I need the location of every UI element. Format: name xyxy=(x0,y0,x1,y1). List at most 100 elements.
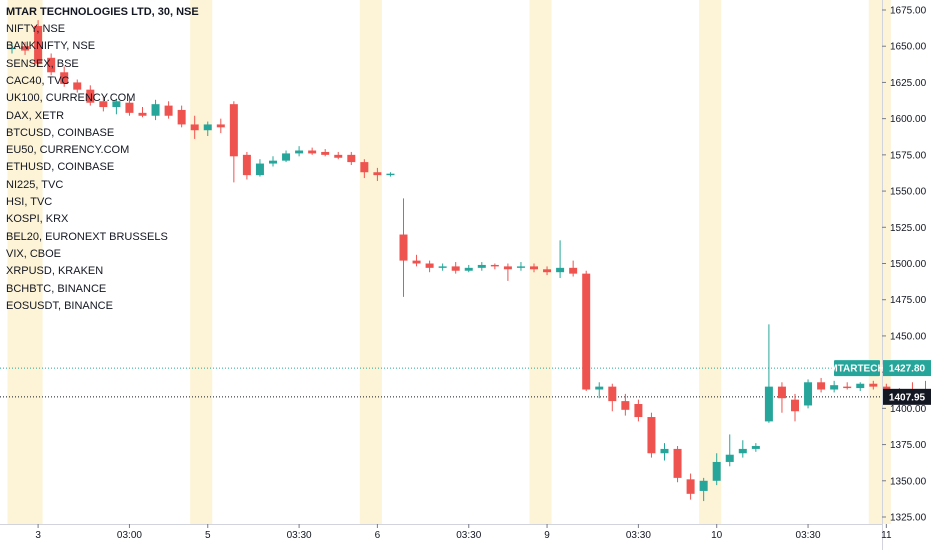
y-tick-label: 1650.00 xyxy=(890,42,927,53)
x-tick-label: 11 xyxy=(881,530,892,541)
candle-body xyxy=(151,104,160,116)
symbol-name-badge-bg xyxy=(834,360,880,377)
compare-symbol-7[interactable]: EU50, CURRENCY.COM xyxy=(6,144,130,157)
symbol-name-badge: MTARTECH xyxy=(829,360,885,377)
candle-body xyxy=(817,382,826,390)
compare-symbol-11[interactable]: KOSPI, KRX xyxy=(6,213,69,226)
session-band-3 xyxy=(529,0,552,524)
candle-body xyxy=(308,150,317,154)
candle-body xyxy=(138,112,147,116)
session-band-2 xyxy=(359,0,382,524)
candle-51 xyxy=(673,446,682,483)
x-tick-label: 6 xyxy=(375,530,381,541)
candle-2 xyxy=(34,20,43,67)
compare-symbol-14[interactable]: XRPUSD, KRAKEN xyxy=(6,265,104,278)
y-tick-label: 1625.00 xyxy=(890,78,927,89)
compare-symbol-16[interactable]: EOSUSDT, BINANCE xyxy=(6,299,113,312)
y-tick-label: 1600.00 xyxy=(890,114,927,125)
candle-body xyxy=(229,104,238,157)
x-tick-label: 03:30 xyxy=(796,530,821,541)
compare-symbol-2[interactable]: SENSEX, BSE xyxy=(6,57,79,70)
candle-body xyxy=(882,386,891,391)
candle-body xyxy=(21,46,30,51)
candle-5 xyxy=(73,79,82,93)
candle-body xyxy=(464,267,473,271)
candle-body xyxy=(686,479,695,494)
compare-symbol-9[interactable]: NI225, TVC xyxy=(6,178,64,191)
candle-body xyxy=(203,124,212,131)
candle-28 xyxy=(373,167,382,181)
x-tick-label: 9 xyxy=(544,530,550,541)
candle-47 xyxy=(621,393,630,416)
candle-body xyxy=(86,89,95,103)
crosshair-price-badge: 1407.95 xyxy=(883,388,931,405)
candle-body xyxy=(556,267,565,273)
candle-body xyxy=(269,160,277,164)
candle-58 xyxy=(764,324,773,423)
candle-22 xyxy=(295,146,304,157)
candle-38 xyxy=(503,263,512,281)
candle-body xyxy=(764,386,773,422)
candle-8 xyxy=(112,99,121,115)
compare-symbol-12[interactable]: BEL20, EURONEXT BRUSSELS xyxy=(6,230,168,243)
candle-body xyxy=(112,101,121,108)
compare-symbol-10[interactable]: HSI, TVC xyxy=(6,196,53,208)
compare-symbol-3[interactable]: CAC40, TVC xyxy=(6,74,70,87)
candle-body xyxy=(869,383,878,387)
candle-body xyxy=(738,448,747,454)
candle-40 xyxy=(530,263,538,273)
compare-symbol-6[interactable]: BTCUSD, COINBASE xyxy=(6,126,115,139)
candle-19 xyxy=(255,159,264,177)
candle-body xyxy=(673,448,682,478)
candle-4 xyxy=(60,66,69,87)
candle-body xyxy=(856,383,865,389)
candle-body xyxy=(164,105,173,116)
candle-53 xyxy=(699,477,708,502)
x-tick-label: 3 xyxy=(35,530,41,541)
candle-body xyxy=(373,172,382,176)
candle-body xyxy=(47,57,56,73)
main-symbol-title[interactable]: MTAR TECHNOLOGIES LTD, 30, NSE xyxy=(6,6,199,18)
candle-16 xyxy=(216,118,225,134)
candle-body xyxy=(99,101,108,108)
compare-symbol-5[interactable]: DAX, XETR xyxy=(6,109,65,122)
candle-body xyxy=(477,264,486,268)
compare-symbol-4[interactable]: UK100, CURRENCY.COM xyxy=(6,92,136,105)
candle-body xyxy=(530,266,538,270)
candle-61 xyxy=(804,379,813,409)
candle-15 xyxy=(203,121,212,137)
candle-body xyxy=(451,266,460,271)
candle-24 xyxy=(321,149,330,157)
candle-body xyxy=(634,404,643,418)
last-price-badge-bg xyxy=(883,360,931,377)
x-tick-label: 03:30 xyxy=(456,530,481,541)
candle-26 xyxy=(347,151,356,165)
price-reference-lines xyxy=(0,367,882,398)
candle-59 xyxy=(777,382,786,413)
compare-symbol-8[interactable]: ETHUSD, COINBASE xyxy=(6,161,115,174)
compare-symbol-15[interactable]: BCHBTC, BINANCE xyxy=(6,282,107,295)
candle-63 xyxy=(830,380,839,393)
candle-20 xyxy=(269,156,277,167)
candle-43 xyxy=(569,260,578,277)
candle-body xyxy=(660,448,669,454)
candle-body xyxy=(190,124,199,131)
candle-45 xyxy=(595,382,604,399)
candle-13 xyxy=(177,105,186,128)
compare-symbol-1[interactable]: BANKNIFTY, NSE xyxy=(6,40,96,53)
session-band-5 xyxy=(868,0,891,524)
candle-27 xyxy=(360,159,369,179)
compare-symbol-0[interactable]: NIFTY, NSE xyxy=(6,23,66,35)
candle-body xyxy=(360,162,369,173)
candle-body xyxy=(177,109,186,125)
candle-body xyxy=(804,382,813,406)
candle-48 xyxy=(634,399,643,422)
candle-14 xyxy=(190,115,199,139)
candle-57 xyxy=(751,443,760,452)
candle-body xyxy=(595,386,604,390)
session-band-1 xyxy=(190,0,213,524)
candle-body xyxy=(321,151,330,155)
compare-symbol-13[interactable]: VIX, CBOE xyxy=(6,247,62,260)
